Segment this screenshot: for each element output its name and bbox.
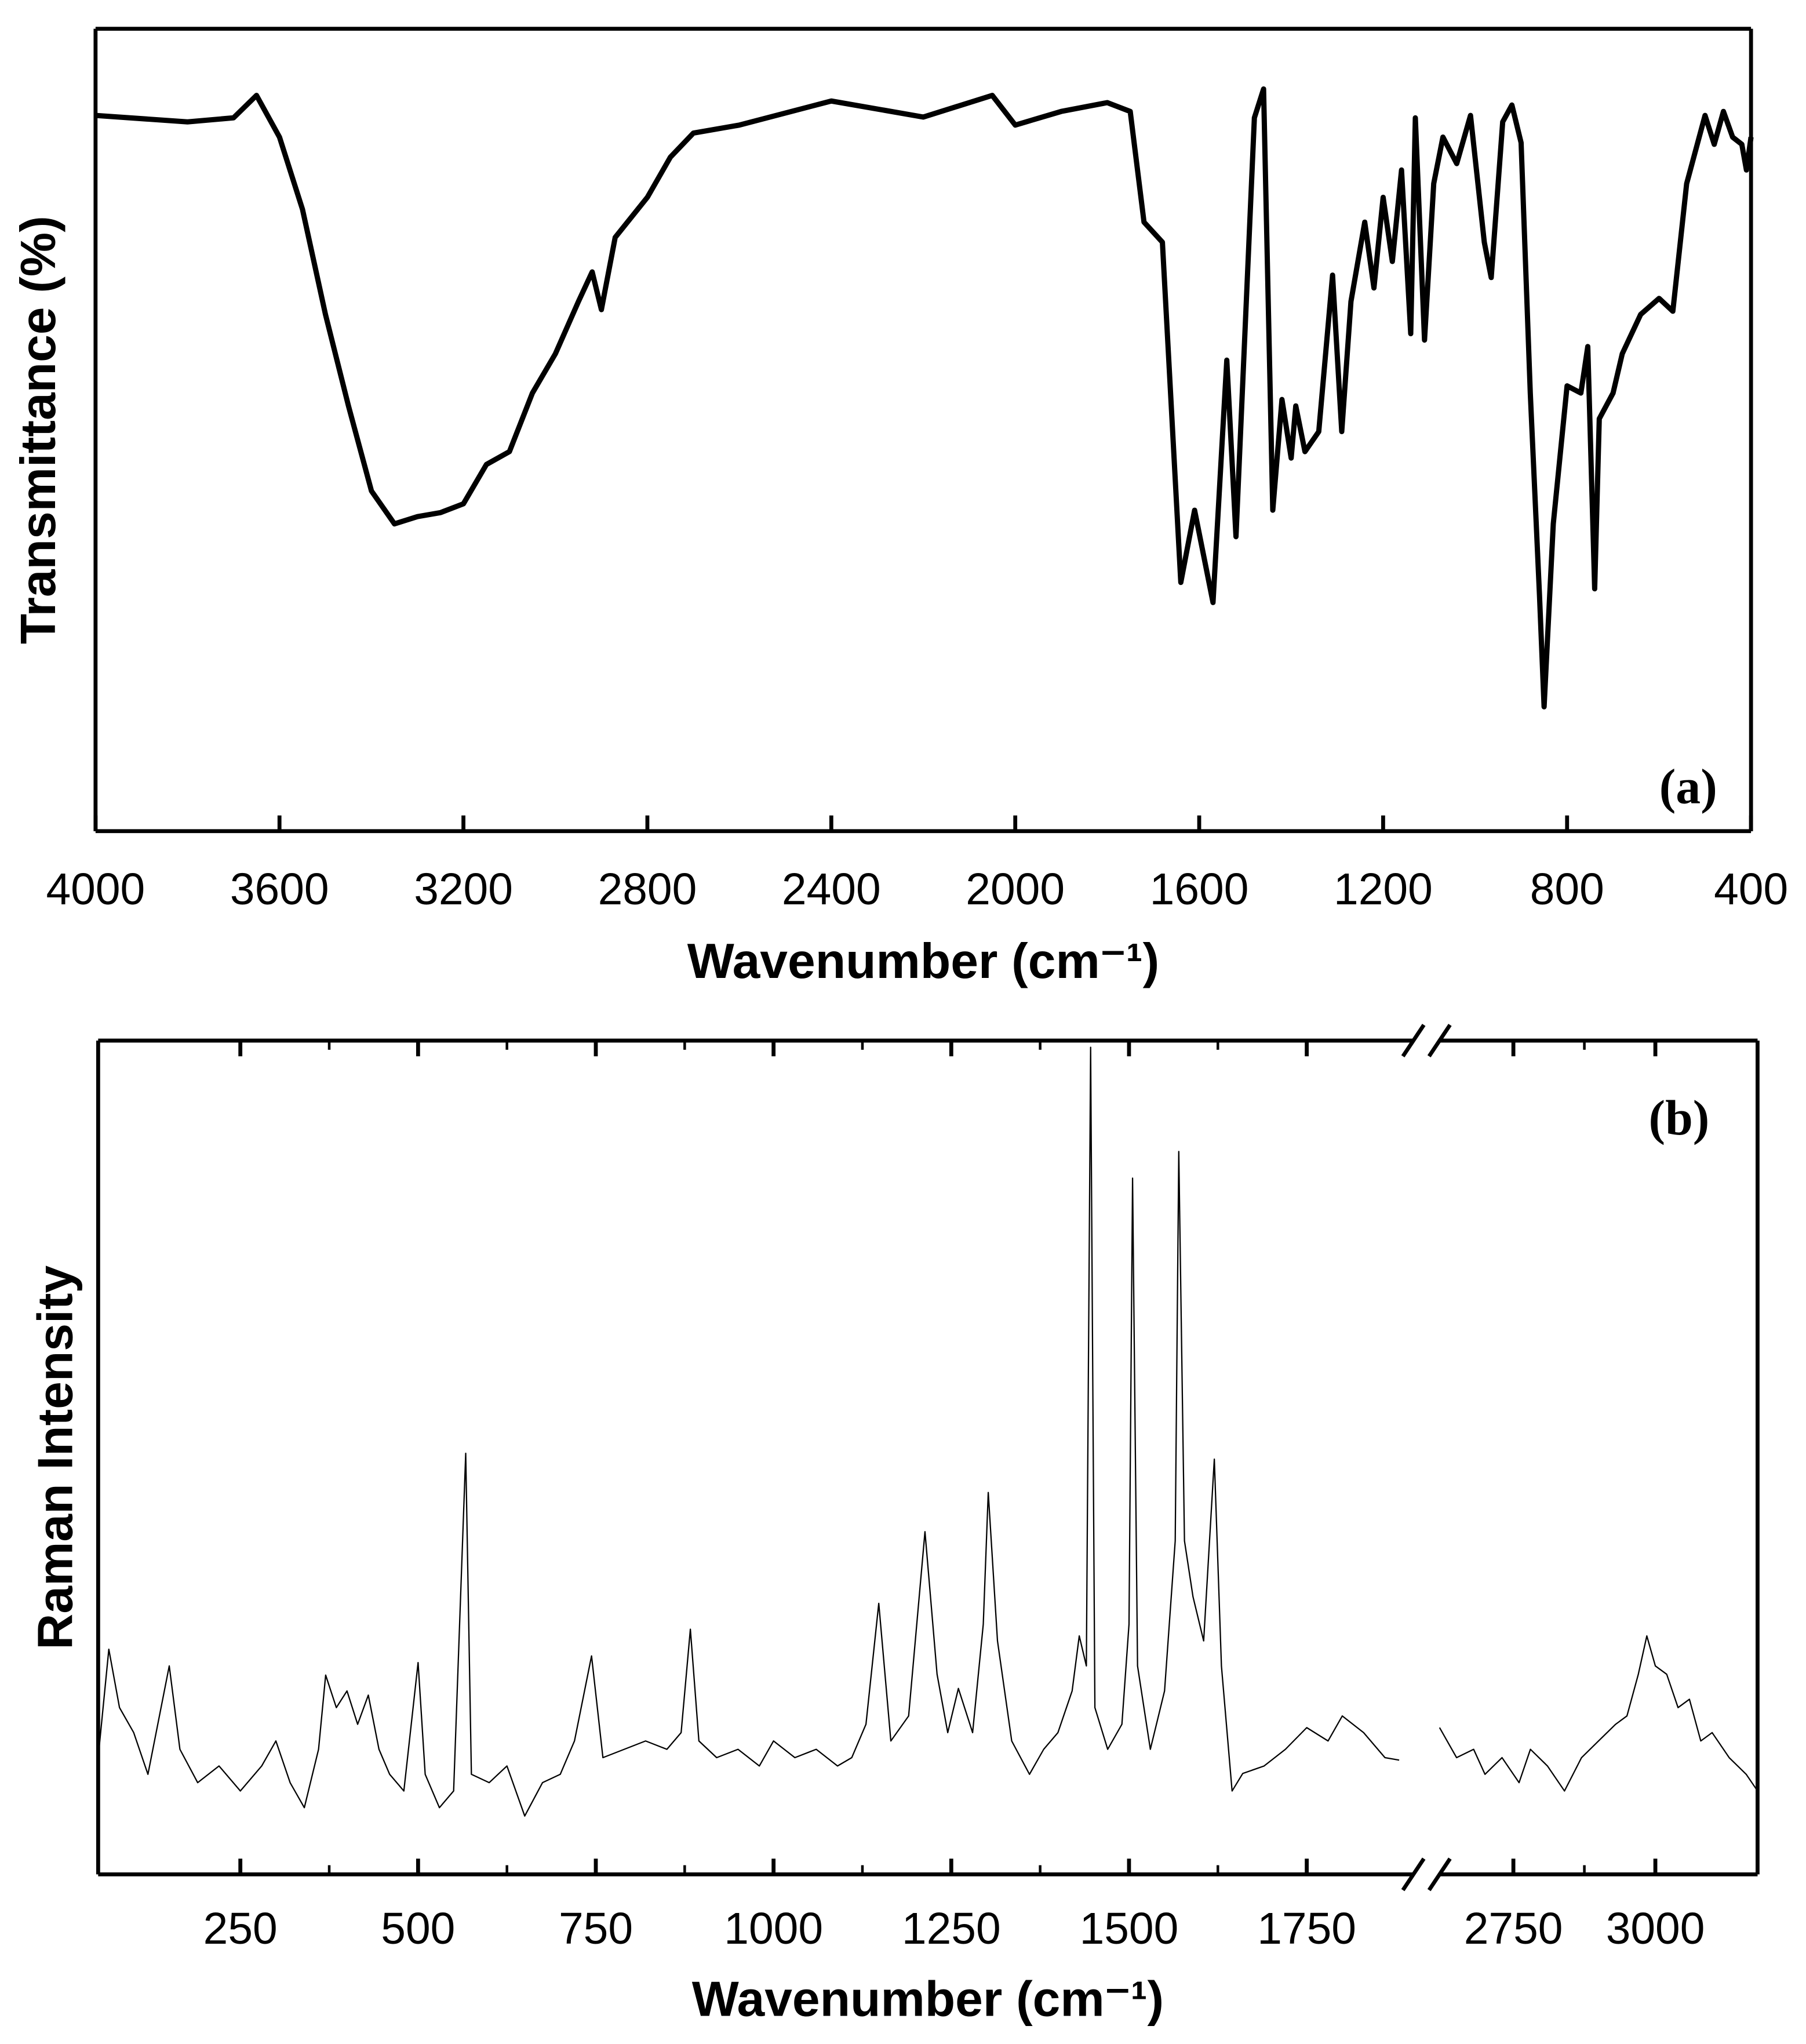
y-axis-label: Transmittance (%): [10, 216, 66, 644]
x-tick-label: 3000: [1606, 1904, 1705, 1954]
axis-break: [1401, 1024, 1426, 1058]
x-tick-label: 3200: [414, 865, 513, 914]
x-tick-label: 1200: [1334, 865, 1433, 914]
x-tick-label: 1000: [724, 1904, 823, 1954]
x-tick-label: 2800: [598, 865, 697, 914]
panel-label: (b): [1649, 1090, 1710, 1145]
x-tick-label: 2400: [782, 865, 881, 914]
x-axis-label: Wavenumber (cm⁻¹): [692, 1971, 1164, 2027]
x-tick-label: 2000: [966, 865, 1065, 914]
x-tick-label: 500: [381, 1904, 455, 1954]
x-tick-label: 750: [559, 1904, 633, 1954]
x-tick-label: 2750: [1464, 1904, 1563, 1954]
x-tick-label: 800: [1530, 865, 1604, 914]
spectrum-line: [95, 86, 1754, 710]
x-tick-label: 1750: [1257, 1904, 1356, 1954]
x-tick-label: 250: [203, 1904, 278, 1954]
y-axis-label: Raman Intensity: [27, 1265, 83, 1650]
x-axis-label: Wavenumber (cm⁻¹): [687, 933, 1159, 989]
x-tick-label: 1500: [1080, 1904, 1179, 1954]
x-tick-label: 1250: [902, 1904, 1001, 1954]
spectrum-line: [97, 1046, 1400, 1817]
x-tick-label: 400: [1714, 865, 1788, 914]
spectrum-line: [1439, 1635, 1758, 1792]
x-tick-label: 4000: [46, 865, 145, 914]
axis-break: [1427, 1024, 1452, 1058]
x-tick-label: 1600: [1150, 865, 1249, 914]
axis-break: [1427, 1857, 1452, 1892]
panel-label: (a): [1659, 759, 1717, 814]
x-tick-label: 3600: [230, 865, 329, 914]
axis-break: [1401, 1857, 1426, 1892]
